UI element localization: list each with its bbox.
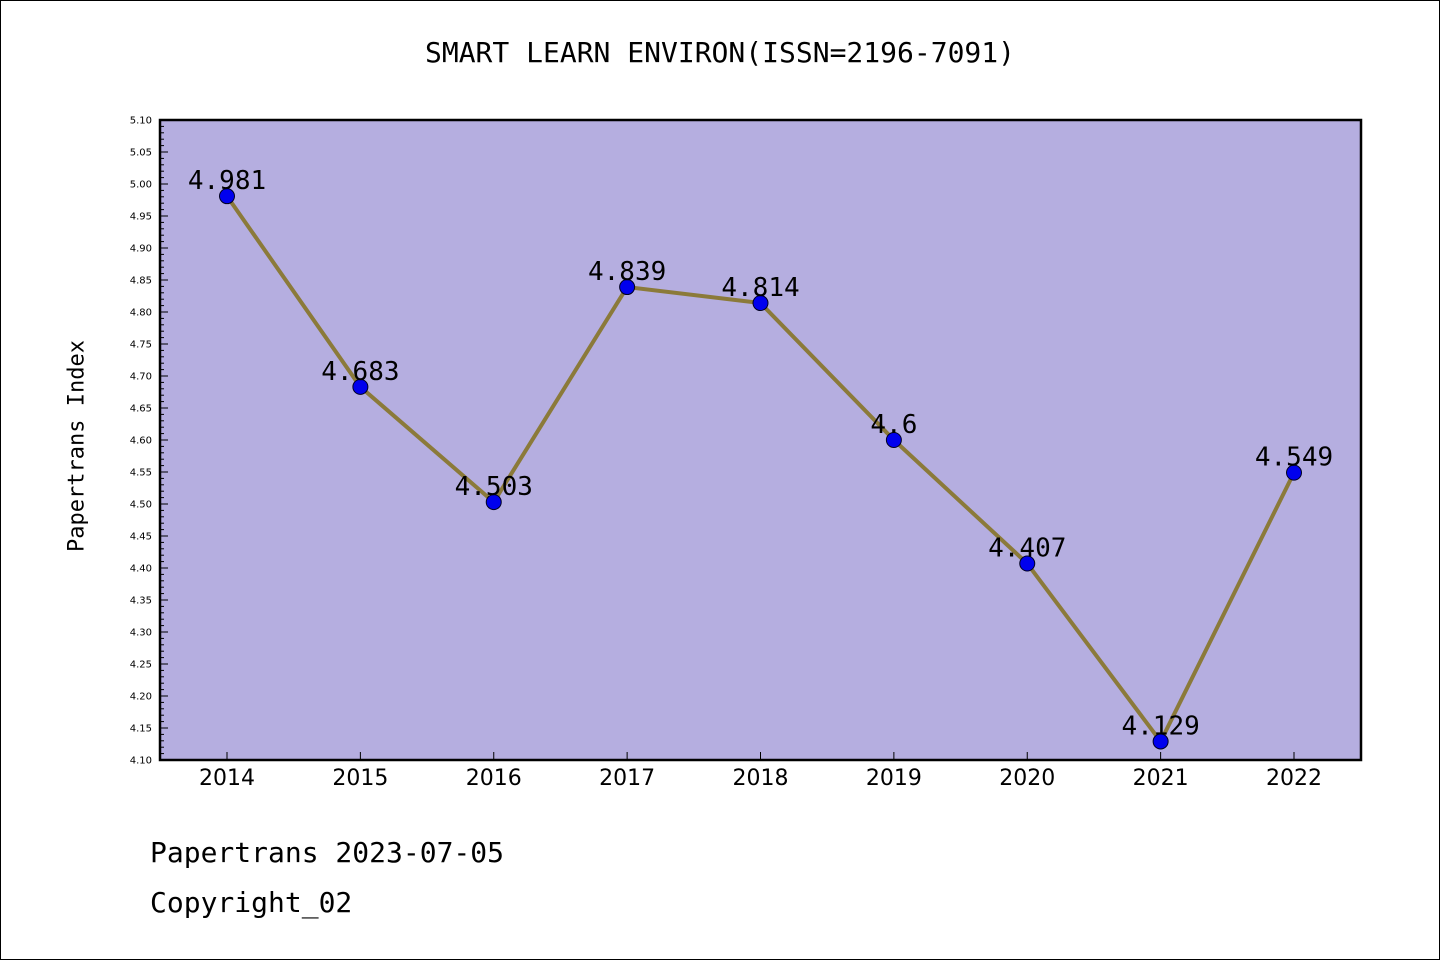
- data-label: 4.981: [188, 166, 266, 196]
- y-axis: 4.10 4.15 4.20 4.25 4.30 4.35 4.40 4.45 4.50 4.55…: [130, 116, 168, 767]
- x-tick-label: 2020: [999, 766, 1055, 791]
- y-tick-label: 4.80: [130, 308, 152, 319]
- data-label: 4.407: [988, 534, 1066, 564]
- y-tick-label: 4.55: [130, 468, 152, 479]
- data-point: [885, 432, 902, 448]
- y-tick-label: 4.30: [130, 628, 152, 639]
- y-tick-label: 5.10: [130, 116, 152, 127]
- y-tick-label: 4.70: [130, 372, 152, 383]
- y-tick-label: 5.05: [130, 148, 152, 159]
- data-point: [219, 188, 235, 205]
- data-points: [219, 188, 1302, 750]
- data-labels: 4.981 4.683 4.503 4.839 4.814 4.6 4.407 4.129 4.…: [188, 166, 1333, 741]
- x-tick-label: 2021: [1133, 766, 1189, 791]
- data-point: [485, 494, 502, 511]
- y-tick-label: 5.00: [130, 180, 152, 191]
- data-point: [752, 295, 769, 312]
- x-tick-label: 2016: [466, 766, 522, 791]
- x-tick-label: 2018: [733, 766, 789, 791]
- data-point: [352, 378, 369, 395]
- plot-area: [160, 120, 1361, 760]
- y-tick-label: 4.20: [130, 692, 152, 703]
- plot-border: [158, 118, 1363, 762]
- x-tick-label: 2017: [599, 766, 655, 791]
- x-tick-label: 2019: [866, 766, 922, 791]
- y-tick-label: 4.95: [130, 212, 152, 223]
- x-tick-label: 2014: [199, 766, 255, 791]
- y-tick-label: 4.25: [130, 660, 152, 671]
- chart-title: SMART LEARN ENVIRON(ISSN=2196-7091): [424, 36, 1015, 69]
- data-label: 4.549: [1255, 443, 1333, 473]
- y-tick-label: 4.85: [130, 276, 152, 287]
- y-tick-label: 4.60: [130, 436, 152, 447]
- data-point: [1152, 733, 1169, 750]
- y-tick-label: 4.45: [130, 532, 152, 543]
- footer-date: Papertrans 2023-07-05: [150, 836, 505, 869]
- data-label: 4.6: [870, 410, 917, 440]
- y-tick-label: 4.75: [130, 340, 152, 351]
- y-tick-label: 4.50: [130, 500, 152, 511]
- x-tick-label: 2015: [332, 766, 388, 791]
- data-label: 4.503: [455, 472, 533, 502]
- data-label: 4.839: [588, 257, 666, 287]
- data-label: 4.129: [1121, 711, 1199, 741]
- data-point: [1286, 464, 1302, 481]
- data-point: [1019, 555, 1036, 572]
- y-tick-label: 4.65: [130, 404, 152, 415]
- y-tick-label: 4.35: [130, 596, 152, 607]
- x-tick-label: 2022: [1266, 766, 1322, 791]
- footer-copyright: Copyright_02: [150, 886, 353, 919]
- y-tick-label: 4.10: [130, 756, 152, 767]
- data-label: 4.683: [321, 357, 399, 387]
- y-tick-label: 4.40: [130, 564, 152, 575]
- x-axis: 2014 2015 2016 2017 2018 2019 2020 2021 2022: [199, 752, 1322, 791]
- y-tick-label: 4.15: [130, 724, 152, 735]
- y-tick-label: 4.90: [130, 244, 152, 255]
- data-label: 4.814: [721, 273, 799, 303]
- data-point: [619, 279, 636, 296]
